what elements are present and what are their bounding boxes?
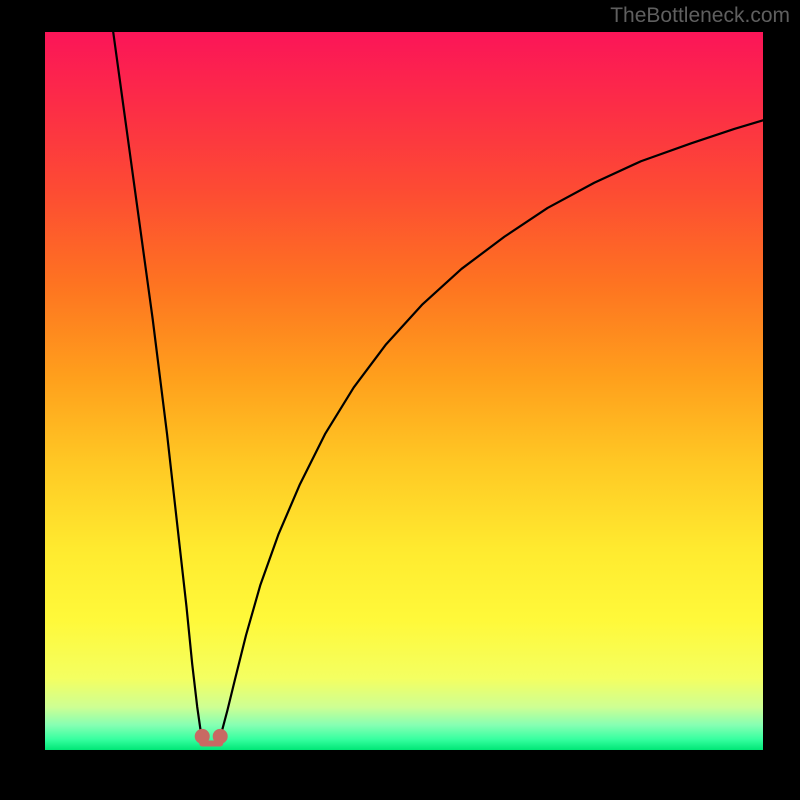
gradient-background xyxy=(45,32,763,750)
plot-area xyxy=(45,32,763,750)
watermark-label: TheBottleneck.com xyxy=(610,4,790,28)
chart-svg xyxy=(0,0,800,800)
chart-wrapper: TheBottleneck.com xyxy=(0,0,800,800)
marker-left xyxy=(195,729,210,744)
marker-right xyxy=(213,729,228,744)
